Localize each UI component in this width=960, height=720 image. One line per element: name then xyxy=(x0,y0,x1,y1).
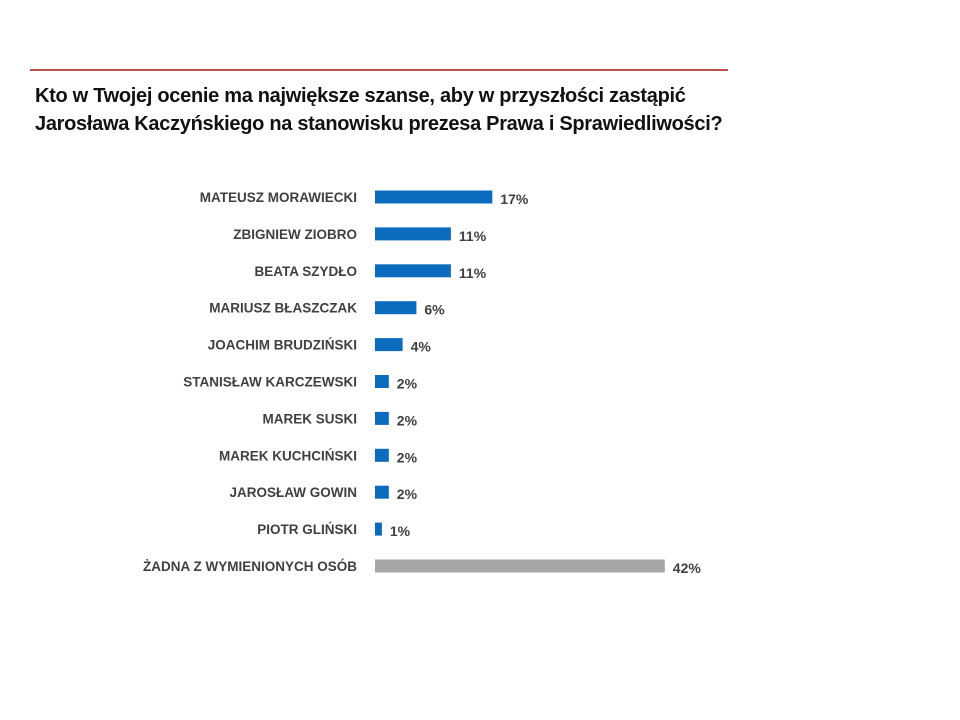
value-label: 1% xyxy=(390,523,411,539)
chart-title: Kto w Twojej ocenie ma największe szanse… xyxy=(35,82,835,138)
value-label: 42% xyxy=(673,560,702,576)
bar xyxy=(375,375,389,388)
bar xyxy=(375,485,389,499)
bar xyxy=(375,559,665,573)
category-label: MAREK SUSKI xyxy=(262,411,357,426)
bar xyxy=(375,227,451,241)
bar xyxy=(375,522,382,536)
category-label: JAROSŁAW GOWIN xyxy=(230,485,358,500)
value-label: 4% xyxy=(411,339,432,355)
category-label: MAREK KUCHCIŃSKI xyxy=(219,448,357,463)
bar xyxy=(375,338,403,352)
value-label: 2% xyxy=(397,486,418,502)
value-label: 11% xyxy=(459,228,487,244)
category-label: JOACHIM BRUDZIŃSKI xyxy=(208,338,357,353)
category-label: BEATA SZYDŁO xyxy=(255,264,358,279)
title-rule xyxy=(30,69,728,71)
category-label: PIOTR GLIŃSKI xyxy=(257,522,357,537)
value-label: 2% xyxy=(397,412,418,428)
bar xyxy=(375,411,389,425)
category-label: MATEUSZ MORAWIECKI xyxy=(200,190,357,205)
title-line-1: Kto w Twojej ocenie ma największe szanse… xyxy=(35,85,686,107)
bar xyxy=(375,190,493,204)
bar xyxy=(375,301,417,315)
category-label: ZBIGNIEW ZIOBRO xyxy=(233,227,357,242)
value-label: 11% xyxy=(459,265,487,281)
value-label: 2% xyxy=(397,449,418,465)
value-label: 6% xyxy=(424,302,445,318)
value-label: 17% xyxy=(500,191,529,207)
title-line-2: Jarosława Kaczyńskiego na stanowisku pre… xyxy=(35,113,723,135)
category-label: ŻADNA Z WYMIENIONYCH OSÓB xyxy=(143,559,357,574)
value-label: 2% xyxy=(397,376,418,392)
category-label: MARIUSZ BŁASZCZAK xyxy=(209,301,357,316)
category-label: STANISŁAW KARCZEWSKI xyxy=(183,375,357,390)
bar xyxy=(375,264,451,278)
bar xyxy=(375,448,389,462)
